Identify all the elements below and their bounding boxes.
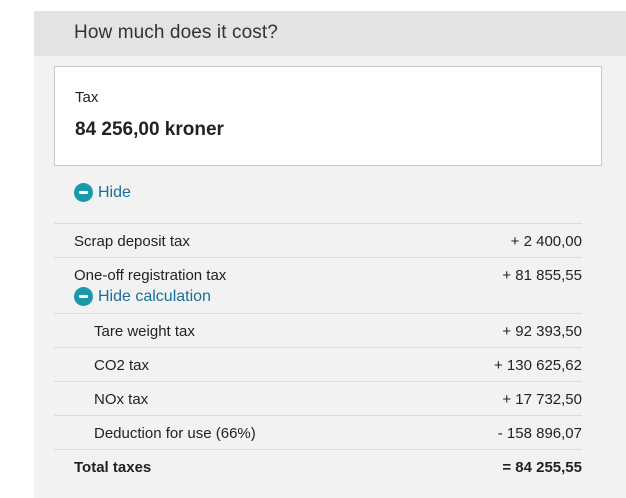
breakdown-row: One-off registration tax + 81 855,55 Hid… bbox=[54, 257, 582, 313]
calculation-row: Tare weight tax + 92 393,50 bbox=[54, 313, 582, 347]
hide-details-toggle[interactable]: Hide bbox=[74, 183, 131, 202]
hide-calculation-toggle[interactable]: Hide calculation bbox=[74, 287, 211, 306]
row-value: + 17 732,50 bbox=[502, 391, 582, 408]
minus-circle-icon bbox=[74, 183, 93, 202]
total-value: = 84 255,55 bbox=[502, 459, 582, 476]
tax-summary-box: Tax 84 256,00 kroner bbox=[54, 66, 602, 166]
row-label: Scrap deposit tax bbox=[74, 233, 190, 250]
tax-label: Tax bbox=[75, 89, 99, 106]
row-label: One-off registration tax bbox=[74, 267, 227, 284]
breakdown-row: Scrap deposit tax + 2 400,00 bbox=[54, 223, 582, 257]
hide-details-label[interactable]: Hide bbox=[98, 183, 131, 201]
panel-top-strip bbox=[34, 0, 626, 11]
calculation-row: NOx tax + 17 732,50 bbox=[54, 381, 582, 415]
row-label: Tare weight tax bbox=[94, 323, 195, 340]
row-label: NOx tax bbox=[94, 391, 149, 408]
calculation-row: CO2 tax + 130 625,62 bbox=[54, 347, 582, 381]
total-row: Total taxes = 84 255,55 bbox=[54, 449, 582, 482]
tax-amount: 84 256,00 kroner bbox=[75, 119, 224, 140]
row-label: CO2 tax bbox=[94, 357, 150, 374]
tax-breakdown: Scrap deposit tax + 2 400,00 One-off reg… bbox=[54, 223, 582, 482]
row-value: + 92 393,50 bbox=[502, 323, 582, 340]
section-header: How much does it cost? bbox=[34, 11, 626, 56]
total-label: Total taxes bbox=[74, 459, 152, 476]
calculation-row: Deduction for use (66%) - 158 896,07 bbox=[54, 415, 582, 449]
row-value: - 158 896,07 bbox=[497, 425, 582, 442]
row-value: + 2 400,00 bbox=[510, 233, 582, 250]
row-label: Deduction for use (66%) bbox=[94, 425, 256, 442]
cost-panel: How much does it cost? Tax 84 256,00 kro… bbox=[34, 0, 626, 498]
minus-circle-icon bbox=[74, 287, 93, 306]
row-value: + 81 855,55 bbox=[502, 267, 582, 284]
section-title: How much does it cost? bbox=[74, 22, 278, 43]
row-value: + 130 625,62 bbox=[493, 357, 582, 374]
hide-calculation-label[interactable]: Hide calculation bbox=[98, 287, 211, 305]
